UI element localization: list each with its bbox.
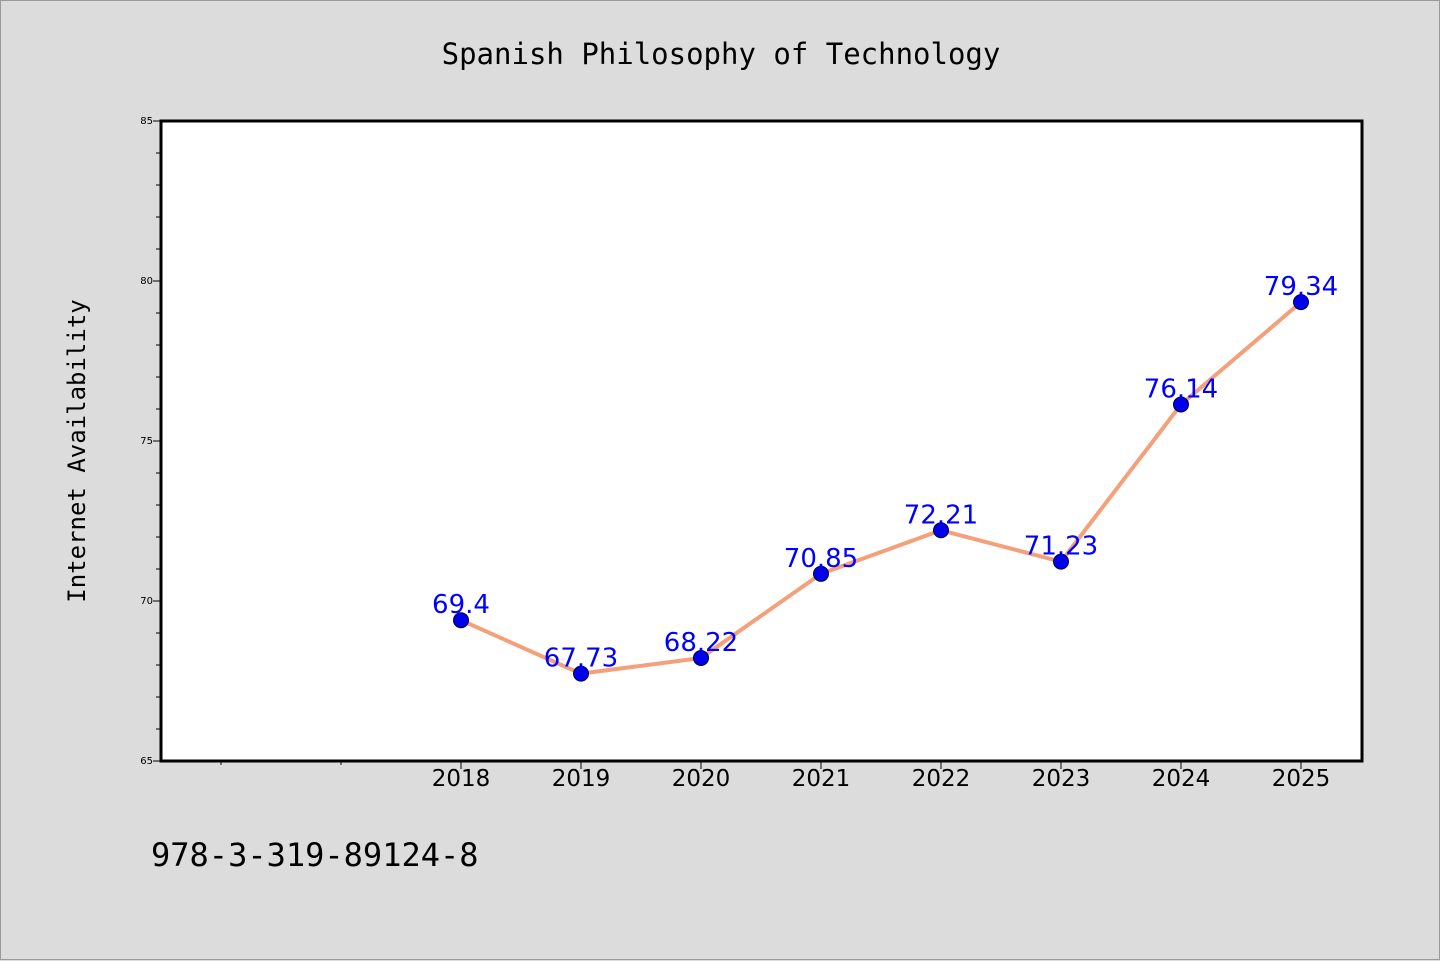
data-label: 76.14 — [1144, 375, 1218, 405]
x-tick-label: 2024 — [1152, 766, 1211, 792]
data-label: 70.85 — [784, 544, 858, 574]
data-point — [1293, 294, 1309, 311]
x-tick-label: 2023 — [1032, 766, 1091, 792]
data-point — [933, 522, 949, 539]
data-label: 71.23 — [1024, 532, 1098, 562]
plot-area — [159, 119, 1364, 763]
y-axis: 65 70 75 80 85 — [140, 116, 161, 767]
data-point — [453, 612, 469, 629]
series-layer: 69.4 67.73 68.22 70.85 72.21 71.23 76.14 79.34 — [432, 272, 1338, 682]
y-tick-label: 70 — [140, 596, 153, 607]
x-axis: 2018 2019 2020 2021 2022 2023 2024 2025 — [220, 761, 1331, 792]
y-tick-label: 80 — [140, 276, 153, 287]
series-line — [459, 300, 1303, 676]
y-tick-label: 65 — [140, 756, 153, 767]
data-label: 79.34 — [1264, 272, 1338, 302]
chart-title: Spanish Philosophy of Technology — [442, 37, 1001, 71]
data-point — [573, 665, 589, 682]
data-label: 68.22 — [664, 628, 738, 658]
data-point — [1173, 396, 1189, 413]
data-point — [1053, 553, 1069, 570]
x-tick-label: 2022 — [912, 766, 971, 792]
data-point — [813, 565, 829, 582]
data-point — [693, 649, 709, 666]
y-tick-label: 85 — [140, 116, 153, 127]
data-label: 72.21 — [904, 500, 978, 530]
data-label: 67.73 — [544, 644, 618, 674]
x-tick-label: 2020 — [672, 766, 731, 792]
data-label: 69.4 — [432, 590, 490, 620]
x-tick-label: 2021 — [792, 766, 851, 792]
x-tick-label: 2018 — [432, 766, 491, 792]
x-tick-label: 2019 — [552, 766, 611, 792]
x-tick-label: 2025 — [1272, 766, 1331, 792]
y-axis-label: Internet Availability — [63, 299, 91, 602]
isbn-code: 978-3-319-89124-8 — [151, 836, 479, 874]
y-tick-label: 75 — [140, 436, 153, 447]
